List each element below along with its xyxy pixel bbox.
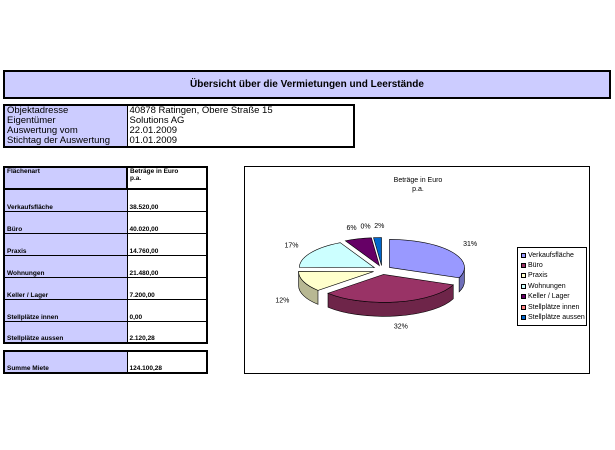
- row-label: Büro: [3, 210, 128, 234]
- total-rent-table: Summe Miete 124.100,28: [3, 350, 208, 374]
- legend-item: Praxis: [521, 271, 583, 281]
- column-header-amount: Beträge in Euro p.a.: [126, 166, 208, 190]
- info-label: Objektadresse: [4, 105, 128, 116]
- info-label: Eigentümer: [4, 116, 128, 126]
- pie-slice: [327, 274, 454, 317]
- info-row: Stichtag der Auswertung 01.01.2009: [4, 136, 354, 147]
- slice-percent-label: 31%: [463, 241, 477, 248]
- slice-percent-label: 0%: [361, 223, 371, 230]
- report-title-text: Übersicht über die Vermietungen und Leer…: [190, 79, 424, 90]
- pie-slice: [344, 237, 380, 267]
- row-value: 2.120,28: [126, 320, 208, 344]
- info-value: Solutions AG: [127, 116, 354, 126]
- info-row: Eigentümer Solutions AG: [4, 116, 354, 126]
- total-value: 124.100,28: [129, 365, 163, 372]
- row-value: 7.200,00: [126, 276, 208, 300]
- legend-item: Keller / Lager: [521, 292, 583, 302]
- report-title: Übersicht über die Vermietungen und Leer…: [3, 70, 611, 99]
- row-label: Stellplätze aussen: [3, 320, 128, 344]
- legend-swatch: [521, 252, 526, 258]
- legend-swatch: [521, 294, 526, 300]
- legend-label: Stellplätze aussen: [528, 314, 585, 322]
- slice-percent-label: 12%: [275, 297, 289, 304]
- legend-swatch: [521, 273, 526, 279]
- pie-slice: [389, 239, 465, 293]
- table-row: Stellplätze aussen 2.120,28: [3, 320, 208, 344]
- slice-percent-label: 32%: [394, 323, 408, 330]
- row-label: Keller / Lager: [3, 276, 128, 300]
- row-label: Verkaufsfläche: [3, 188, 128, 212]
- column-header-amount-line1: Beträge in Euro: [130, 168, 179, 175]
- legend-swatch: [521, 304, 526, 310]
- row-value: 0,00: [126, 298, 208, 322]
- total-row: Summe Miete 124.100,28: [4, 351, 207, 373]
- info-row: Auswertung vom 22.01.2009: [4, 126, 354, 136]
- total-label: Summe Miete: [4, 351, 128, 373]
- row-value: 38.520,00: [126, 188, 208, 212]
- legend-item: Verkaufsfläche: [521, 250, 583, 260]
- row-label: Stellplätze innen: [3, 298, 128, 322]
- legend-label: Stellplätze innen: [528, 303, 580, 311]
- pie-slice: [299, 242, 376, 268]
- area-amounts-table: Flächenart Beträge in Euro p.a. Verkaufs…: [3, 166, 208, 344]
- legend-item: Stellplätze aussen: [521, 312, 585, 322]
- table-header-row: Flächenart Beträge in Euro p.a.: [3, 166, 208, 190]
- chart-title: Beträge in Euro p.a.: [245, 176, 591, 194]
- table-row: Stellplätze innen 0,00: [3, 298, 208, 322]
- pie-chart-plot: 31% 32% 12% 17% 6% 0% 2%: [275, 223, 477, 330]
- table-row: Keller / Lager 7.200,00: [3, 276, 208, 300]
- info-value: 22.01.2009: [127, 126, 354, 136]
- row-value: 14.760,00: [126, 232, 208, 256]
- info-value: 01.01.2009: [127, 136, 354, 147]
- table-row: Wohnungen 21.480,00: [3, 254, 208, 278]
- row-label: Wohnungen: [3, 254, 128, 278]
- legend-item: Büro: [521, 260, 583, 270]
- legend-label: Verkaufsfläche: [528, 251, 574, 259]
- table-row: Büro 40.020,00: [3, 210, 208, 234]
- slice-percent-label: 17%: [284, 242, 298, 249]
- column-header-amount-line2: p.a.: [130, 175, 142, 182]
- row-value: 40.020,00: [126, 210, 208, 234]
- legend-item: Wohnungen: [521, 281, 583, 291]
- slice-percent-label: 6%: [347, 225, 357, 232]
- info-row: Objektadresse 40878 Ratingen, Obere Stra…: [4, 105, 354, 116]
- chart-title-line2: p.a.: [412, 186, 424, 193]
- column-header-area-type: Flächenart: [3, 166, 128, 190]
- info-label: Stichtag der Auswertung: [4, 136, 128, 147]
- legend-swatch: [521, 283, 526, 289]
- slice-percent-label: 2%: [374, 223, 384, 230]
- info-value: 40878 Ratingen, Obere Straße 15: [127, 105, 354, 116]
- object-info-table: Objektadresse 40878 Ratingen, Obere Stra…: [3, 104, 355, 148]
- legend-label: Keller / Lager: [528, 293, 570, 301]
- row-value: 21.480,00: [126, 254, 208, 278]
- pie-slice: [373, 237, 382, 266]
- legend-label: Wohnungen: [528, 282, 566, 290]
- info-label: Auswertung vom: [4, 126, 128, 136]
- row-label: Praxis: [3, 232, 128, 256]
- table-row: Praxis 14.760,00: [3, 232, 208, 256]
- legend-label: Praxis: [528, 272, 548, 280]
- legend-swatch: [521, 315, 526, 321]
- legend-item: Stellplätze innen: [521, 302, 583, 312]
- legend-swatch: [521, 263, 526, 269]
- pie-slice: [298, 270, 374, 305]
- chart-legend: Verkaufsfläche Büro Praxis Wohnungen Keller …: [517, 247, 587, 326]
- legend-label: Büro: [528, 262, 543, 270]
- pie-chart: Beträge in Euro p.a. 31% 32% 12% 17% 6% 0% 2% …: [244, 166, 590, 374]
- table-row: Verkaufsfläche 38.520,00: [3, 188, 208, 212]
- chart-title-line1: Beträge in Euro: [393, 177, 443, 184]
